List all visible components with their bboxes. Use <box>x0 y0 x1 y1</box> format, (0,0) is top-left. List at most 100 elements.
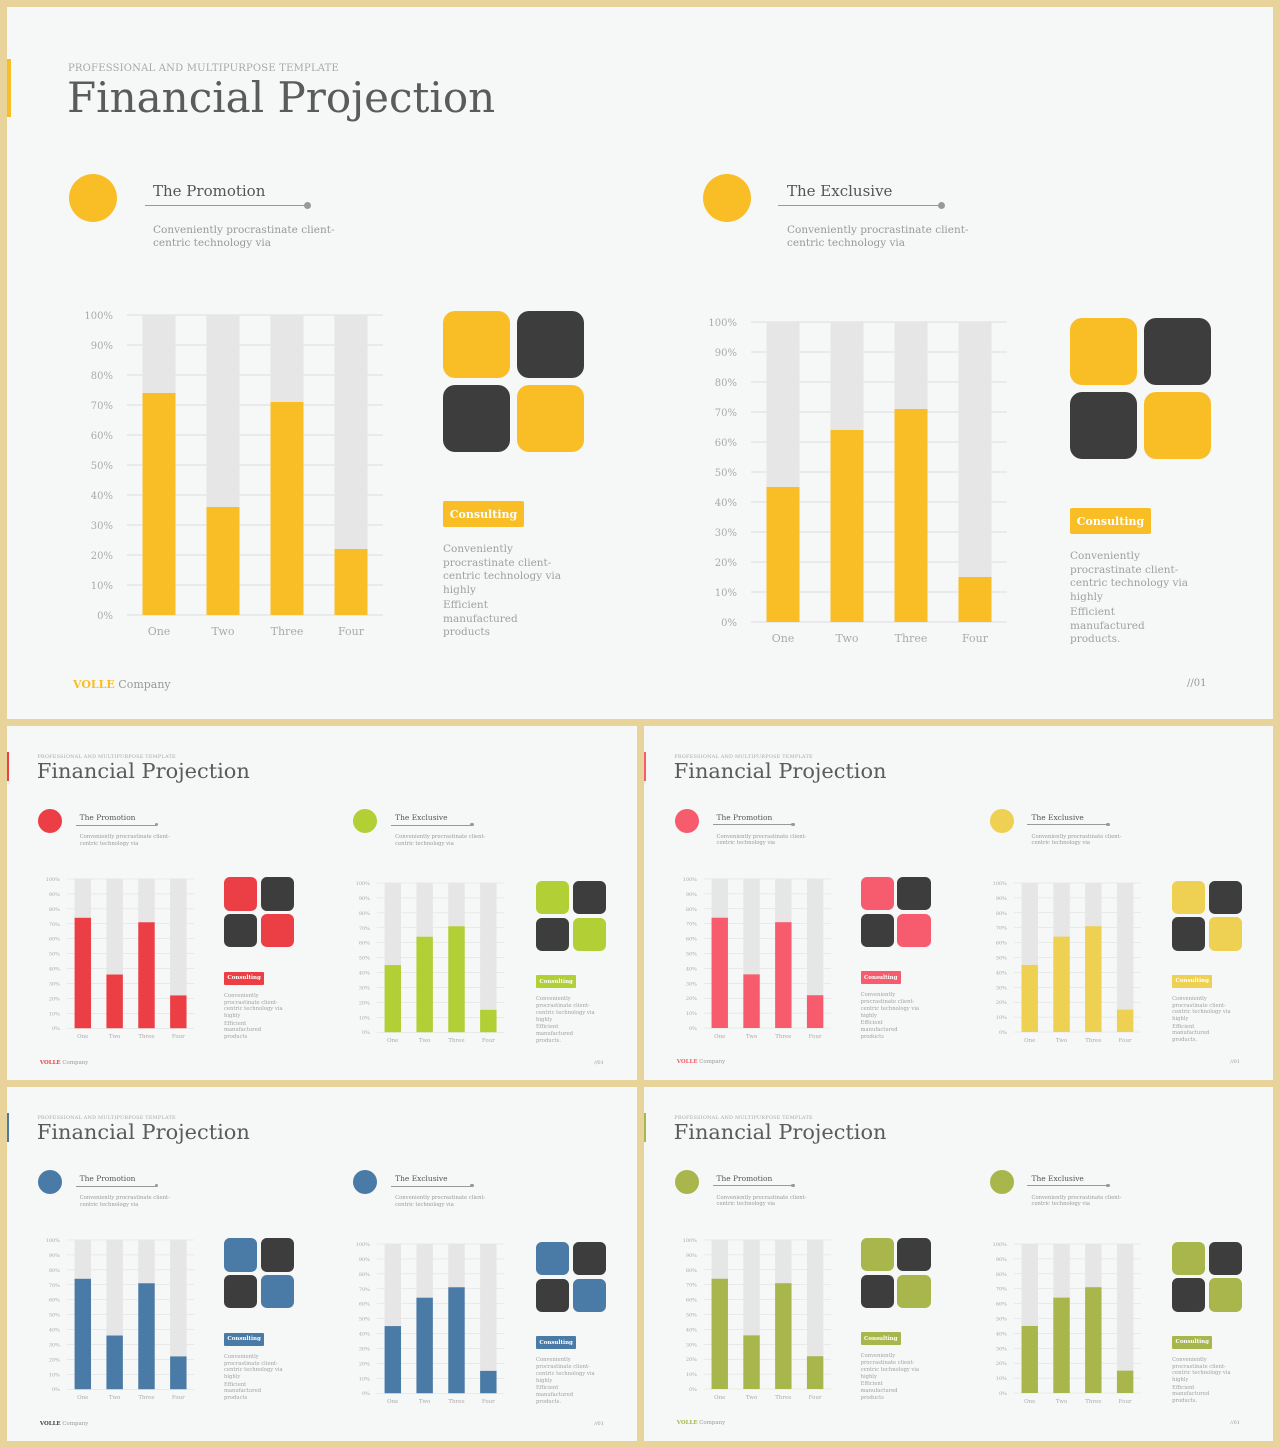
panel-description: Conveniently procrastinate client-centri… <box>1070 550 1189 603</box>
x-tick-label: Four <box>172 1395 185 1400</box>
y-tick-label: 70% <box>49 1283 60 1289</box>
x-tick-label: Three <box>895 632 928 644</box>
section-dot <box>37 809 62 833</box>
y-tick-label: 100% <box>356 881 370 887</box>
panel-description: Conveniently procrastinate client-centri… <box>860 992 920 1019</box>
panel-note: Efficient manufactured products. <box>1172 1023 1210 1044</box>
tile-1 <box>1070 318 1137 385</box>
y-tick-label: 70% <box>359 1287 370 1293</box>
tile-2 <box>260 1238 295 1272</box>
bar-two <box>1053 1297 1070 1393</box>
section-dot <box>674 1169 699 1194</box>
consulting-badge: Consulting <box>443 501 524 527</box>
y-tick-label: 90% <box>686 892 697 898</box>
bar-four <box>958 577 992 622</box>
y-tick-label: 20% <box>359 1000 370 1006</box>
x-tick-label: Three <box>775 1395 791 1400</box>
tile-2 <box>572 880 607 915</box>
panel-note: Efficient manufactured products. <box>535 1024 574 1044</box>
y-tick-label: 40% <box>996 1331 1007 1337</box>
tile-4 <box>1208 917 1243 951</box>
y-tick-label: 50% <box>715 468 737 479</box>
brand-name: VOLLE <box>676 1059 698 1066</box>
bar-four <box>334 549 368 615</box>
y-tick-label: 100% <box>46 1238 60 1244</box>
y-tick-label: 80% <box>49 1268 60 1274</box>
footer-company: VOLLE Company <box>677 1420 725 1426</box>
company-label: Company <box>699 1059 726 1066</box>
bar-two <box>743 974 760 1029</box>
x-tick-label: Two <box>419 1399 431 1404</box>
y-tick-label: 0% <box>689 1387 697 1393</box>
y-tick-label: 40% <box>686 966 697 972</box>
bar-track <box>1116 882 1134 1032</box>
x-tick-label: Three <box>271 625 304 637</box>
y-tick-label: 70% <box>91 401 113 412</box>
y-tick-label: 10% <box>996 1376 1007 1382</box>
bar-chart: 0% 10% 20% 30% 40% 50% 60% 70% 80% 90% 100% One Two T… <box>992 1241 1141 1403</box>
section-description: Conveniently procrastinate client-centri… <box>395 1194 486 1208</box>
section-underline <box>1027 1185 1109 1187</box>
section-underline-dot <box>937 201 945 209</box>
x-tick-label: Two <box>212 625 235 637</box>
y-tick-label: 0% <box>52 1027 60 1033</box>
tile-3 <box>1172 1278 1206 1312</box>
y-tick-label: 30% <box>715 528 737 539</box>
bar-chart: 0% 10% 20% 30% 40% 50% 60% 70% 80% 90% 100% One Two T… <box>682 877 831 1039</box>
y-tick-label: 90% <box>359 1257 370 1263</box>
consulting-badge: Consulting <box>535 975 577 989</box>
y-tick-label: 60% <box>996 940 1007 946</box>
tile-3 <box>860 913 894 948</box>
bar-chart: 0% 10% 20% 30% 40% 50% 60% 70% 80% 90% 100% One Two T… <box>84 311 383 637</box>
bar-chart: 0% 10% 20% 30% 40% 50% 60% 70% 80% 90% 100% One Two T… <box>708 318 1007 644</box>
y-tick-label: 60% <box>359 1301 370 1307</box>
bar-one <box>711 1278 728 1390</box>
panel-description: Conveniently procrastinate client-centri… <box>535 996 595 1023</box>
title-accent-bar <box>7 1112 9 1142</box>
x-tick-label: Three <box>775 1034 791 1039</box>
tile-2 <box>1208 1241 1243 1275</box>
y-tick-label: 10% <box>996 1015 1007 1021</box>
bar-one <box>1021 964 1038 1032</box>
tile-2 <box>897 1238 931 1272</box>
y-tick-label: 40% <box>91 491 113 502</box>
y-tick-label: 90% <box>91 341 113 352</box>
company-label: Company <box>62 1059 89 1066</box>
y-tick-label: 20% <box>715 558 737 569</box>
y-tick-label: 100% <box>46 877 60 883</box>
section-underline <box>390 824 472 826</box>
section-dot <box>353 1170 378 1194</box>
x-tick-label: Two <box>109 1395 121 1400</box>
brand-name: VOLLE <box>73 678 115 691</box>
tile-3 <box>1172 917 1206 951</box>
y-tick-label: 50% <box>49 952 60 958</box>
tile-4 <box>260 914 295 948</box>
x-tick-label: One <box>1024 1398 1035 1403</box>
y-tick-label: 70% <box>686 1283 697 1289</box>
tile-1 <box>443 311 510 378</box>
x-tick-label: Two <box>746 1395 758 1400</box>
y-tick-label: 0% <box>362 1391 370 1397</box>
bar-one <box>711 917 728 1029</box>
slide-title: Financial Projection <box>36 758 250 783</box>
panel-description: Conveniently procrastinate client-centri… <box>443 543 562 596</box>
x-tick-label: One <box>388 1038 399 1043</box>
x-tick-label: Four <box>808 1034 821 1039</box>
section-heading: The Exclusive <box>395 1174 448 1184</box>
bar-three <box>894 409 928 622</box>
tile-4 <box>897 1274 931 1309</box>
section-underline <box>75 1185 157 1187</box>
slide-title: Financial Projection <box>36 1119 250 1144</box>
x-tick-label: Two <box>746 1034 758 1039</box>
panel-note: Efficient manufactured products. <box>1070 606 1145 646</box>
slide-2: PROFESSIONAL AND MULTIPURPOSE TEMPLATE Fi… <box>7 726 637 1080</box>
section-underline-dot <box>470 822 474 827</box>
bar-two <box>743 1335 760 1390</box>
panel-description: Conveniently procrastinate client-centri… <box>860 1353 920 1380</box>
x-tick-label: Three <box>1085 1398 1101 1403</box>
section-heading: The Exclusive <box>1031 812 1084 822</box>
y-tick-label: 70% <box>996 1286 1007 1292</box>
title-accent-bar <box>644 751 646 781</box>
y-tick-label: 40% <box>686 1327 697 1333</box>
bar-four <box>480 1009 497 1033</box>
